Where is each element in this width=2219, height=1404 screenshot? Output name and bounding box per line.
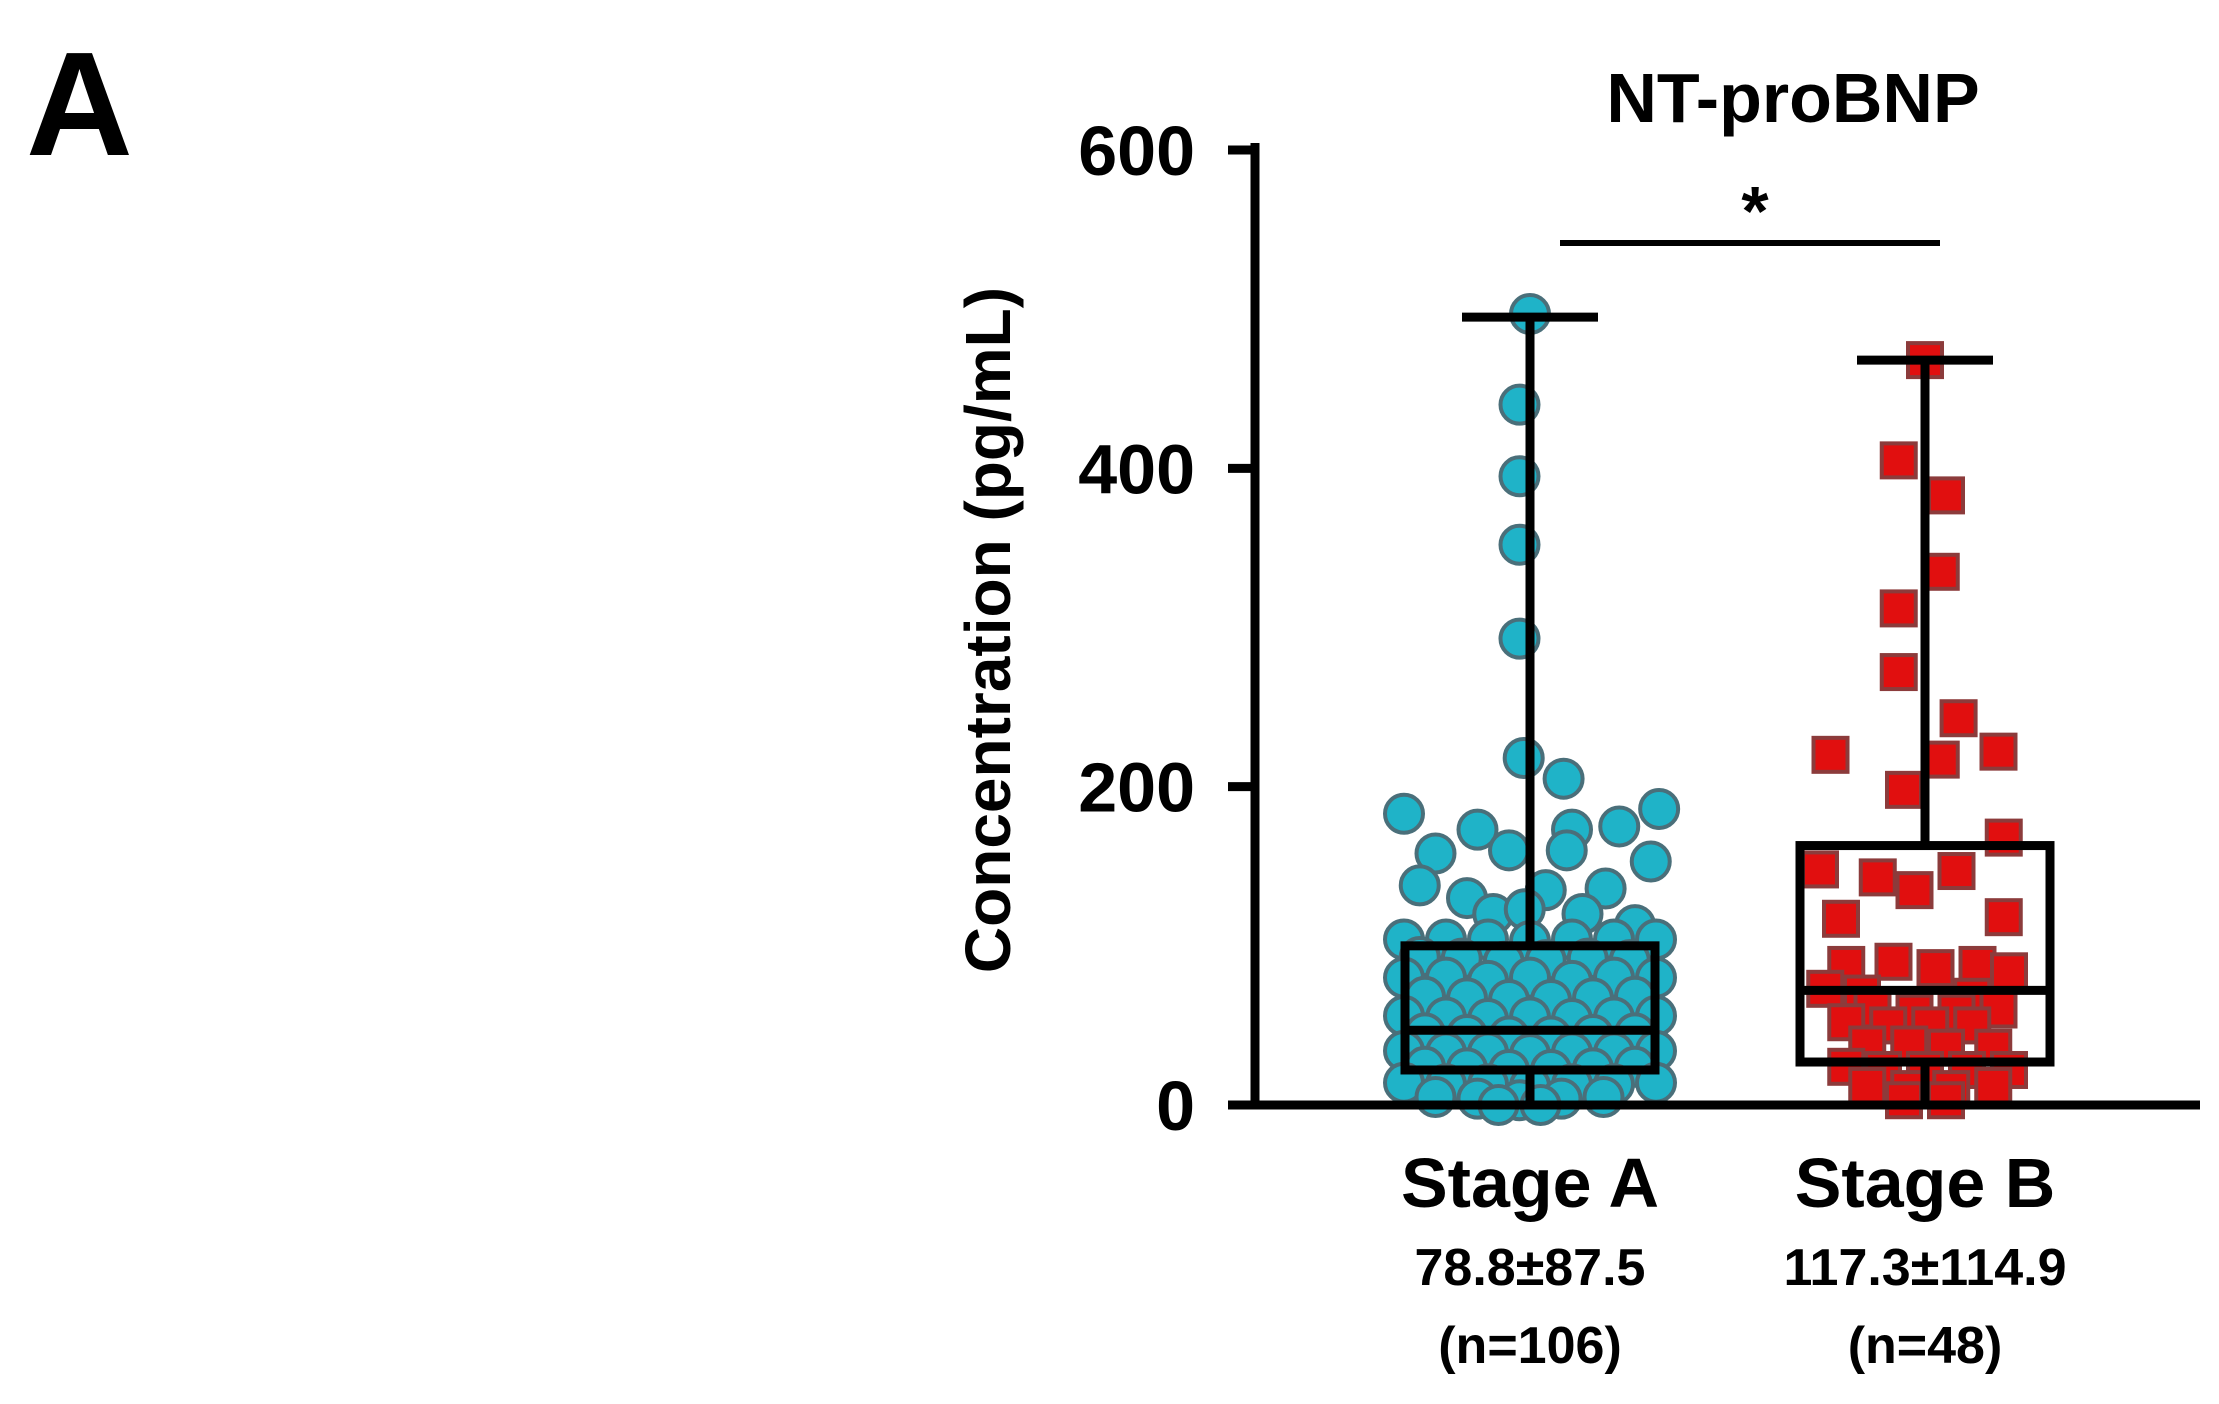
stage-a-point bbox=[1629, 840, 1672, 883]
stage-a-box bbox=[1400, 941, 1660, 1075]
x-axis-labels: Stage A 78.8±87.5 (n=106) Stage B 117.3±114.… bbox=[1401, 1144, 2067, 1375]
stage-b-point bbox=[1848, 1066, 1887, 1105]
stage-b-point bbox=[1990, 952, 2028, 991]
panel-label: A bbox=[26, 22, 133, 187]
stage-a-point bbox=[1542, 757, 1585, 800]
y-axis-ticks: 0 200 400 600 bbox=[1078, 112, 1255, 1145]
stage-b-n-label: (n=48) bbox=[1848, 1317, 2003, 1375]
stage-b-point bbox=[1974, 1066, 2013, 1105]
stage-b-point bbox=[1801, 850, 1839, 889]
axes bbox=[1250, 143, 2200, 1110]
stage-b-point bbox=[1958, 945, 1997, 984]
y-tick-label-200: 200 bbox=[1078, 749, 1195, 827]
y-axis-label: Concentration (pg/mL) bbox=[952, 287, 1024, 973]
stage-a-stat-label: 78.8±87.5 bbox=[1415, 1239, 1646, 1297]
stage-a-point bbox=[1383, 792, 1425, 835]
stage-b-point bbox=[1858, 858, 1897, 897]
stage-b-point bbox=[1927, 1081, 1965, 1120]
stage-b-point bbox=[1984, 898, 2023, 937]
significance-marker: * bbox=[1741, 172, 1769, 250]
stage-b-point bbox=[1885, 1081, 1923, 1120]
stage-b-point bbox=[1885, 770, 1923, 809]
stage-a-point bbox=[1638, 787, 1681, 830]
data-points bbox=[1383, 292, 2028, 1126]
stage-b-point bbox=[1916, 949, 1955, 988]
stage-a-point bbox=[1398, 864, 1441, 907]
box-plots bbox=[1400, 312, 2055, 1105]
stage-b-box bbox=[1795, 841, 2055, 1067]
y-tick-label-400: 400 bbox=[1078, 430, 1195, 508]
stage-a-point bbox=[1502, 737, 1545, 780]
stage-a-point bbox=[1545, 829, 1588, 872]
stage-a-point bbox=[1456, 808, 1499, 851]
stage-b-stat-label: 117.3±114.9 bbox=[1783, 1239, 2066, 1297]
stage-b-point bbox=[1879, 441, 1918, 480]
stage-a-point bbox=[1582, 1076, 1625, 1119]
stage-b-point bbox=[1811, 735, 1850, 774]
stage-a-point bbox=[1598, 805, 1641, 848]
stage-b-point bbox=[1879, 653, 1918, 692]
stage-b-point bbox=[1874, 942, 1913, 981]
stage-a-n-label: (n=106) bbox=[1438, 1317, 1622, 1375]
stage-b-point bbox=[1939, 699, 1978, 738]
stage-a-point bbox=[1488, 829, 1530, 872]
significance-bracket: * bbox=[1560, 172, 1940, 250]
stage-b-point bbox=[1979, 732, 2018, 771]
stage-a-category-label: Stage A bbox=[1401, 1144, 1659, 1222]
stage-a-point bbox=[1414, 1076, 1457, 1119]
stage-b-point bbox=[1822, 899, 1860, 938]
chart-title: NT-proBNP bbox=[1606, 59, 1979, 137]
stage-b-point bbox=[1937, 852, 1976, 891]
y-tick-label-600: 600 bbox=[1078, 112, 1195, 190]
stage-b-point bbox=[1879, 589, 1918, 628]
stage-b-point bbox=[1927, 476, 1965, 515]
y-tick-label-0: 0 bbox=[1156, 1067, 1195, 1145]
stage-b-category-label: Stage B bbox=[1795, 1144, 2056, 1222]
stage-b-point bbox=[1895, 871, 1934, 910]
